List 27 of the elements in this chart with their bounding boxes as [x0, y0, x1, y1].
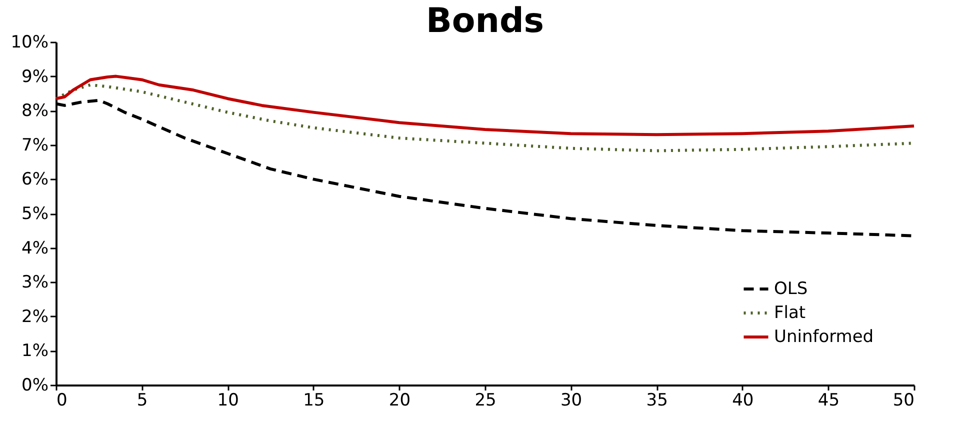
- x-tick-label: 10: [217, 390, 239, 410]
- y-tick-label: 5%: [22, 204, 48, 224]
- y-tick-label: 0%: [22, 376, 48, 396]
- y-tick-label: 4%: [22, 238, 48, 258]
- y-tick-label: 10%: [10, 32, 48, 52]
- x-tick-label: 5: [136, 390, 148, 410]
- x-tick-label: 40: [732, 390, 754, 410]
- x-tick-label: 0: [56, 390, 68, 410]
- legend-label: Flat: [774, 303, 806, 323]
- y-tick-label: 9%: [22, 66, 48, 87]
- y-tick-label: 2%: [22, 306, 48, 327]
- x-tick-label: 20: [388, 390, 411, 410]
- x-tick-label: 30: [560, 390, 582, 410]
- x-tick-label: 25: [474, 390, 496, 410]
- chart-title: Bonds: [426, 1, 544, 41]
- y-tick-label: 7%: [22, 135, 48, 156]
- line-series: [54, 74, 916, 136]
- x-tick-label: 50: [892, 390, 914, 410]
- y-tick-label: 8%: [22, 101, 48, 122]
- y-tick-label: 1%: [22, 341, 48, 362]
- legend-label: Uninformed: [774, 327, 874, 347]
- y-tick-label: 3%: [22, 272, 48, 293]
- x-tick-label: 35: [646, 390, 668, 410]
- legend-label: OLS: [774, 279, 808, 299]
- x-tick-label: 15: [303, 390, 325, 410]
- x-tick-label: 45: [818, 390, 840, 410]
- y-tick-label: 6%: [22, 170, 48, 190]
